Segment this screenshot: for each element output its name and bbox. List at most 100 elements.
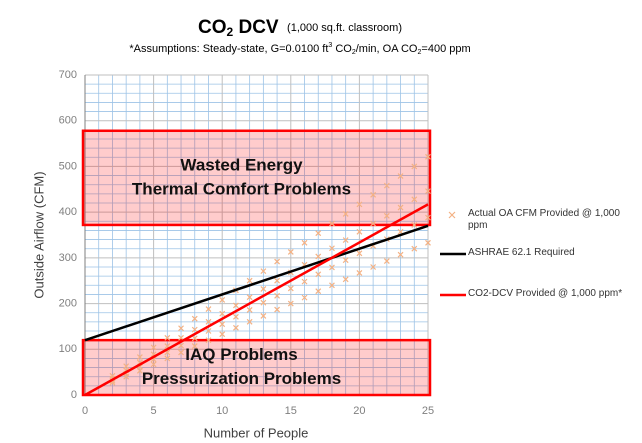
subtitle-part: *Assumptions: Steady-state, G=0.0100 ft <box>129 43 328 55</box>
scatter-point <box>315 230 322 237</box>
scatter-point <box>274 292 281 299</box>
subtitle-part: =400 ppm <box>421 43 470 55</box>
scatter-point <box>136 354 143 360</box>
scatter-point <box>329 282 335 289</box>
y-tick-label: 600 <box>59 115 77 127</box>
scatter-point <box>191 343 198 350</box>
scatter-point <box>315 253 322 260</box>
scatter-point <box>411 222 418 228</box>
x-tick-label: 10 <box>216 405 228 417</box>
scatter-point <box>329 220 335 227</box>
scatter-point <box>397 204 404 211</box>
scatter-point <box>315 271 322 278</box>
legend-entry: ASHRAE 62.1 Required <box>468 247 575 258</box>
scatter-point <box>397 173 404 179</box>
x-tick-label: 25 <box>422 405 434 417</box>
plot <box>84 153 431 397</box>
legend-label: Actual OA CFM Provided @ 1,000 ppm <box>468 208 620 231</box>
grid <box>84 74 429 396</box>
scatter-point <box>329 264 335 271</box>
subtitle-part: 2 <box>352 49 356 56</box>
scatter-point <box>425 188 431 195</box>
subtitle-part: 3 <box>328 42 332 49</box>
scatter-point <box>246 318 253 325</box>
scatter-point <box>191 335 198 342</box>
chart-title: CO2 DCV (1,000 sq.ft. classroom) <box>198 17 402 39</box>
scatter-point <box>205 337 212 344</box>
scatter-point <box>301 239 308 246</box>
x-tick-label: 5 <box>151 405 157 417</box>
line <box>84 224 429 342</box>
scatter-point <box>411 196 418 203</box>
scatter-point <box>246 277 253 284</box>
scatter-point <box>191 326 198 333</box>
scatter-point <box>315 288 322 295</box>
scatter-point <box>301 278 308 285</box>
scatter-point <box>178 349 184 356</box>
scatter-point <box>425 153 431 160</box>
scatter-point <box>356 270 363 276</box>
title-part: DCV <box>233 17 279 38</box>
x-tick-label: 0 <box>82 405 88 417</box>
scatter-point <box>370 191 377 198</box>
scatter-point <box>246 307 253 313</box>
x-axis-label: Number of People <box>204 425 309 440</box>
scatter-point <box>383 182 390 189</box>
scatter-point <box>232 313 239 320</box>
scatter-point <box>260 312 267 319</box>
region-label: Thermal Comfort Problems <box>132 179 351 198</box>
scatter-point <box>274 258 281 265</box>
scatter-point <box>356 250 363 257</box>
scatter-point <box>232 324 239 331</box>
scatter-point <box>383 212 390 219</box>
y-axis-label: Outside Airflow (CFM) <box>31 171 46 298</box>
scatter-point <box>150 344 157 351</box>
x-tick-label: 20 <box>353 405 365 417</box>
scatter-point <box>178 325 184 332</box>
scatter-point <box>123 363 130 370</box>
scatter-point <box>150 361 157 368</box>
subtitle: *Assumptions: Steady-state, G=0.0100 ft3… <box>129 42 470 56</box>
title-note: (1,000 sq.ft. classroom) <box>287 22 402 34</box>
region-label: IAQ Problems <box>185 345 297 364</box>
legend-label: ASHRAE 62.1 Required <box>468 247 575 258</box>
scatter-point <box>164 334 171 341</box>
y-tick-label: 700 <box>59 69 77 81</box>
scatter-point <box>205 306 212 312</box>
legend-entry: CO2-DCV Provided @ 1,000 ppm* <box>468 288 623 299</box>
scatter-point <box>411 163 418 170</box>
scatter-point <box>260 299 267 306</box>
scatter-point <box>232 302 239 309</box>
legend-marker <box>448 211 456 219</box>
title-part: 2 <box>227 25 234 39</box>
scatter-point <box>246 294 253 301</box>
scatter-point <box>219 331 226 338</box>
legend-entry: Actual OA CFM Provided @ 1,000 ppm <box>468 208 620 231</box>
x-tick-label: 15 <box>285 405 297 417</box>
scatter-point <box>356 201 363 208</box>
legend-label: CO2-DCV Provided @ 1,000 ppm* <box>468 288 623 299</box>
y-tick-label: 0 <box>71 389 77 401</box>
scatter-point <box>301 294 308 301</box>
region-label: Wasted Energy <box>180 155 303 174</box>
scatter-point <box>342 237 349 243</box>
scatter-point <box>287 300 294 307</box>
scatter-point <box>425 239 431 246</box>
y-tick-label: 500 <box>59 160 77 172</box>
region-label: Pressurization Problems <box>142 369 341 388</box>
y-tick-label: 100 <box>59 343 77 355</box>
legend: Actual OA CFM Provided @ 1,000 ppm ASHRAE… <box>440 208 623 299</box>
scatter-point <box>260 286 267 292</box>
scatter-point <box>342 211 349 217</box>
region <box>81 129 432 227</box>
scatter-point <box>287 285 294 292</box>
scatter-point <box>205 328 212 334</box>
scatter-point <box>274 277 281 284</box>
scatter-point <box>287 248 294 255</box>
scatter-point <box>329 245 335 252</box>
scatter-point <box>411 245 418 252</box>
scatter-point <box>219 296 226 303</box>
scatter-point <box>164 355 171 362</box>
subtitle-part: CO <box>332 43 352 55</box>
